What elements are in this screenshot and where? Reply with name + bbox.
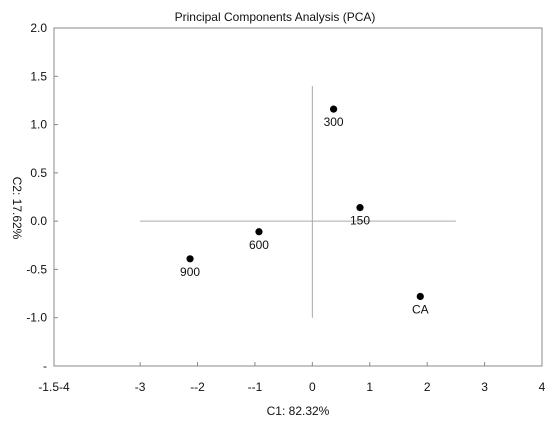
y-tick-label: -1.0 xyxy=(26,311,47,325)
x-tick-label: --2 xyxy=(190,380,205,394)
data-point-label-900: 900 xyxy=(180,265,200,279)
x-tick-label: 1 xyxy=(366,380,373,394)
x-tick-label: --1 xyxy=(248,380,263,394)
x-axis-title: C1: 82.32% xyxy=(267,404,330,418)
x-axis-ticks: -1.5-4 -3 --2 --1 0 1 2 3 4 xyxy=(38,362,546,394)
y-axis-ticks: 2.0 1.5 1.0 0.5 0.0 -0.5 -1.0 - xyxy=(26,21,58,373)
plot-frame xyxy=(53,27,543,367)
data-point-label-150: 150 xyxy=(350,214,370,228)
x-tick-label: -3 xyxy=(135,380,146,394)
y-tick-label: 0.5 xyxy=(30,166,47,180)
x-tick-label: 3 xyxy=(481,380,488,394)
chart-title: Principal Components Analysis (PCA) xyxy=(175,10,376,24)
data-point-ca xyxy=(416,292,424,301)
y-tick-label: -0.5 xyxy=(26,262,47,276)
data-point-label-300: 300 xyxy=(324,115,344,129)
x-tick-label: 0 xyxy=(309,380,316,394)
y-axis-title: C2: 17.62% xyxy=(10,177,24,240)
x-tick-label: 4 xyxy=(539,380,546,394)
y-tick-label: 2.0 xyxy=(30,21,47,35)
data-point-600 xyxy=(255,228,263,236)
y-tick-label: 0.0 xyxy=(30,214,47,228)
data-point-150 xyxy=(356,204,364,212)
data-points: 300 150 600 900 CA xyxy=(180,105,429,316)
y-tick-label: - xyxy=(43,359,47,373)
data-point-300 xyxy=(329,105,338,113)
x-tick-label: -1.5-4 xyxy=(38,380,70,394)
data-point-label-600: 600 xyxy=(249,238,269,252)
y-tick-label: 1.0 xyxy=(30,118,47,132)
x-tick-label: 2 xyxy=(424,380,431,394)
data-point-900 xyxy=(186,255,194,263)
reference-lines xyxy=(140,85,456,318)
data-point-label-ca: CA xyxy=(412,302,429,316)
y-tick-label: 1.5 xyxy=(30,69,47,83)
